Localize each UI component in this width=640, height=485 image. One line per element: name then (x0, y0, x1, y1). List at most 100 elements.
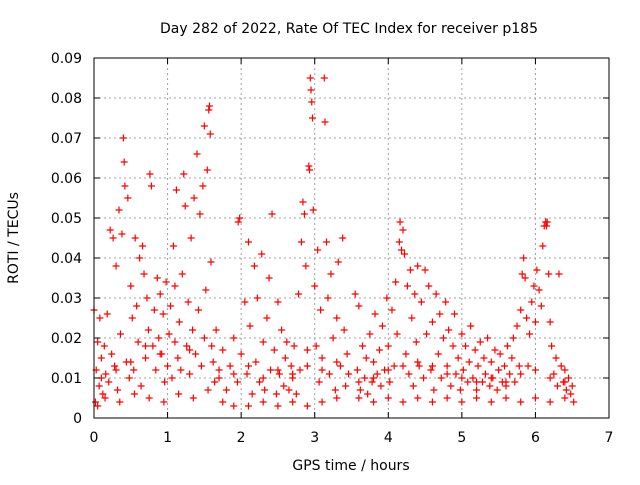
data-point (124, 194, 132, 202)
data-point (502, 378, 510, 386)
data-point (487, 398, 495, 406)
data-point (548, 342, 556, 350)
data-point (127, 358, 135, 366)
data-point (192, 350, 200, 358)
data-point (172, 186, 180, 194)
data-point (169, 242, 177, 250)
data-point (164, 362, 172, 370)
data-point (451, 310, 458, 318)
data-point (445, 326, 453, 334)
data-point (96, 314, 104, 322)
data-point (432, 290, 440, 298)
data-point (274, 402, 282, 410)
data-point (535, 286, 543, 294)
data-point (258, 250, 266, 258)
data-point (312, 342, 320, 350)
data-point (159, 310, 167, 318)
data-point (183, 342, 191, 350)
data-point (542, 222, 550, 230)
data-point (211, 378, 219, 386)
data-point (565, 374, 573, 382)
data-point (412, 338, 420, 346)
data-point (493, 386, 501, 394)
data-point (443, 394, 451, 402)
data-point (390, 362, 398, 370)
data-point (230, 402, 238, 410)
data-point (334, 258, 342, 266)
data-point (259, 374, 267, 382)
data-point (368, 378, 376, 386)
data-point (97, 354, 105, 362)
data-point (106, 226, 114, 234)
data-point (146, 170, 154, 178)
data-point (331, 386, 339, 394)
data-point (303, 346, 311, 354)
data-point (207, 258, 215, 266)
data-point (355, 302, 363, 310)
data-point (384, 366, 392, 374)
data-point (274, 298, 282, 306)
data-point (91, 398, 99, 406)
data-point (131, 234, 139, 242)
data-point (414, 358, 422, 366)
data-point (272, 390, 280, 398)
data-point (165, 330, 173, 338)
data-point (517, 370, 525, 378)
data-point (546, 374, 554, 382)
data-point (259, 338, 267, 346)
data-point (517, 306, 525, 314)
data-point (261, 386, 269, 394)
data-point (408, 314, 416, 322)
data-point (137, 382, 145, 390)
data-point (373, 370, 381, 378)
data-point (265, 274, 273, 282)
data-point (443, 370, 451, 378)
data-point (550, 370, 558, 378)
data-point (212, 326, 220, 334)
data-point (371, 310, 379, 318)
data-point (473, 378, 481, 386)
data-point (343, 350, 351, 358)
data-point (105, 378, 113, 386)
data-point (392, 278, 400, 286)
data-point (531, 318, 539, 326)
data-point (570, 398, 578, 406)
data-point (531, 366, 539, 374)
x-tick-label: 1 (163, 430, 172, 446)
data-point (409, 382, 417, 390)
data-point (275, 370, 283, 378)
data-point (114, 386, 122, 394)
data-point (297, 238, 305, 246)
data-point (567, 390, 575, 398)
data-point (420, 374, 428, 382)
data-point (518, 270, 526, 278)
data-point (454, 354, 462, 362)
data-point (465, 358, 473, 366)
data-point (118, 230, 126, 238)
data-point (386, 378, 394, 386)
data-point (355, 394, 363, 402)
data-point (383, 294, 391, 302)
data-point (325, 370, 333, 378)
data-point (511, 378, 519, 386)
data-point (155, 334, 163, 342)
data-point (562, 386, 570, 394)
data-point (545, 270, 553, 278)
data-point (215, 366, 223, 374)
data-point (230, 370, 238, 378)
data-point (149, 342, 157, 350)
data-point (152, 366, 160, 374)
data-point (496, 350, 504, 358)
data-point (306, 166, 314, 174)
data-point (112, 262, 120, 270)
x-tick-label: 6 (531, 430, 540, 446)
data-point (156, 290, 164, 298)
data-point (245, 362, 252, 370)
data-point (469, 374, 477, 382)
data-point (353, 366, 361, 374)
data-point (543, 218, 551, 226)
data-point (487, 358, 495, 366)
x-tick-label: 0 (90, 430, 99, 446)
data-point (513, 322, 521, 330)
